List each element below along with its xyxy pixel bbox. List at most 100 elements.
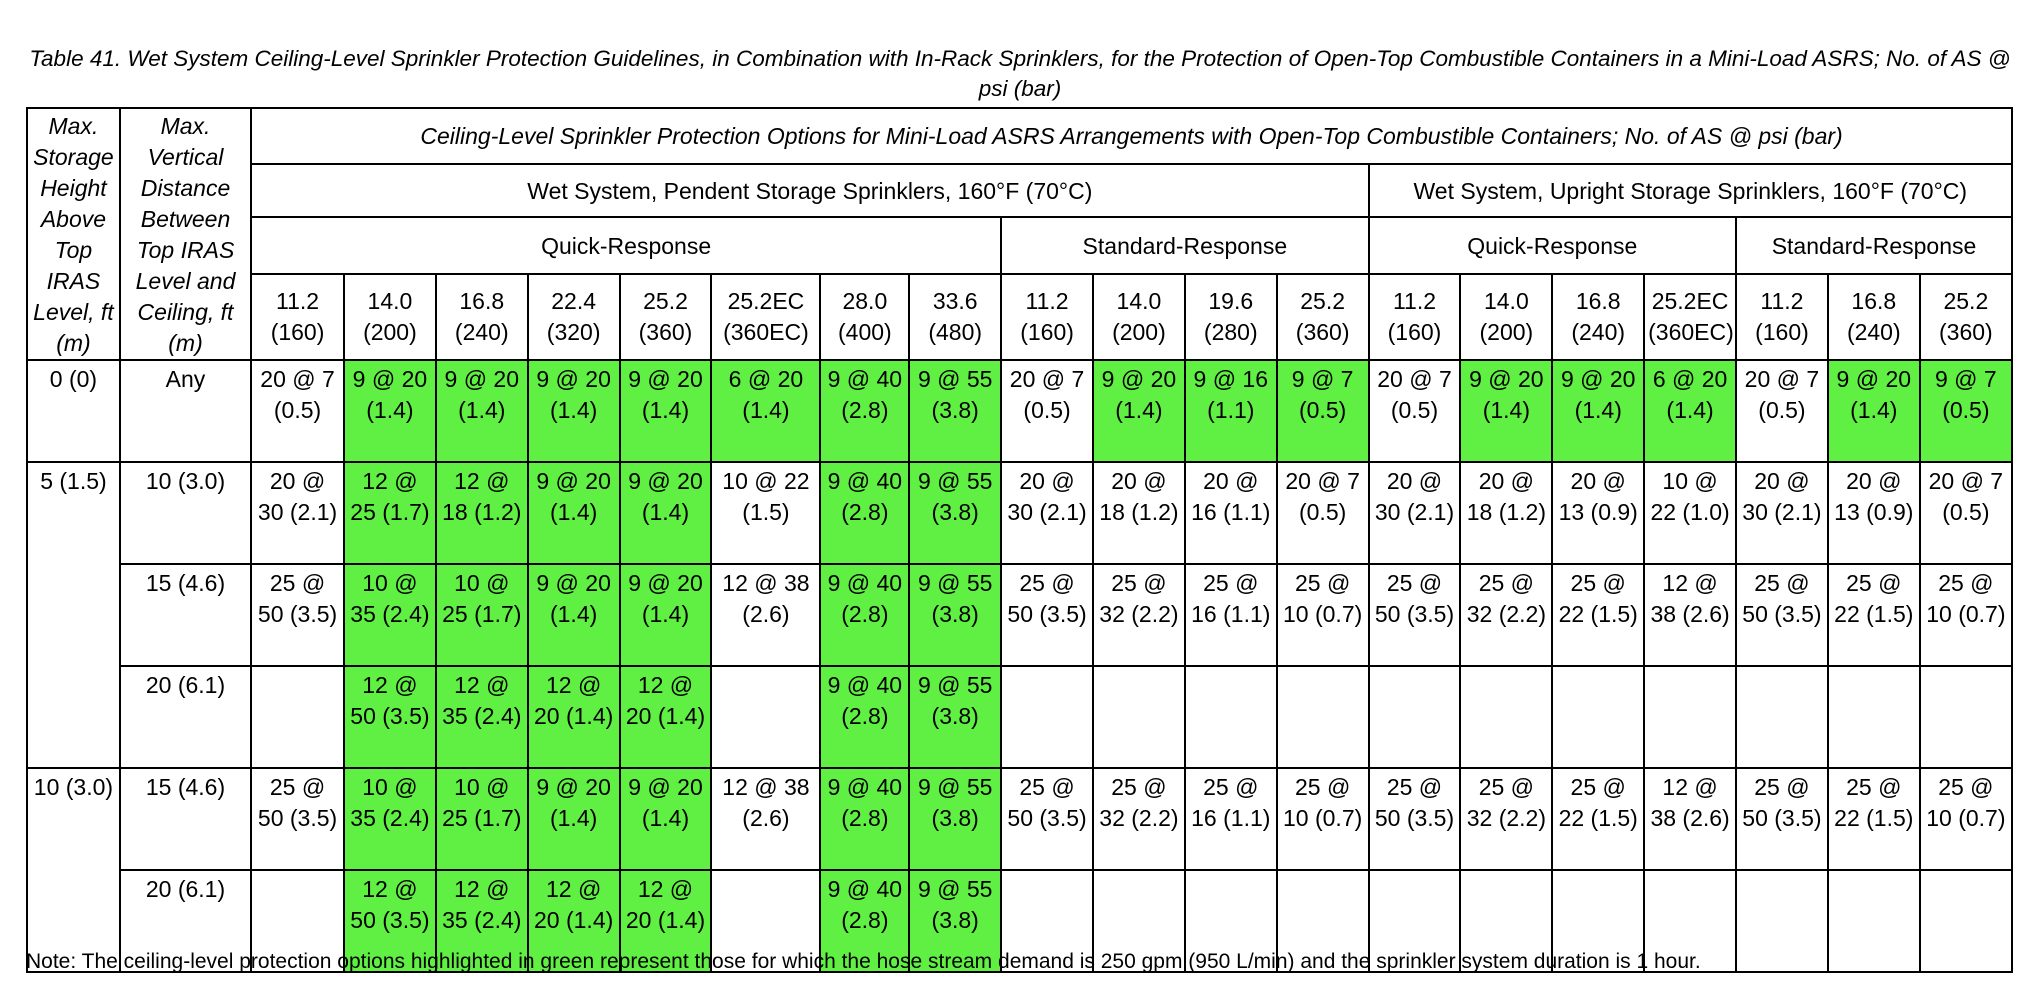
protection-cell: 25 @ 50 (3.5) bbox=[1367, 767, 1462, 871]
k-factor-header: 25.2 (360) bbox=[618, 273, 713, 361]
protection-cell-highlighted: 9 @ 40 (2.8) bbox=[819, 869, 911, 973]
protection-cell: 25 @ 16 (1.1) bbox=[1183, 563, 1278, 667]
table-row: 20 (6.1) 12 @ 50 (3.5) 12 @ 35 (2.4) 12 @ 2… bbox=[27, 665, 2014, 769]
protection-cell-highlighted: 9 @ 16 (1.1) bbox=[1183, 359, 1278, 463]
protection-cell-highlighted: 9 @ 55 (3.8) bbox=[908, 869, 1003, 973]
vertical-distance-cell: 10 (3.0) bbox=[118, 461, 253, 565]
header-ceiling-options: Ceiling-Level Sprinkler Protection Optio… bbox=[250, 107, 2013, 165]
table-body: Max. Storage Height Above Top IRAS Level… bbox=[26, 107, 2014, 973]
k-factor-header: 11.2 (160) bbox=[1735, 273, 1829, 361]
k-factor-header: 28.0 (400) bbox=[819, 273, 911, 361]
protection-cell: 20 @ 7 (0.5) bbox=[1367, 359, 1462, 463]
protection-cell: 25 @ 22 (1.5) bbox=[1826, 563, 1921, 667]
protection-cell: 25 @ 16 (1.1) bbox=[1183, 767, 1278, 871]
protection-cell: 20 @ 30 (2.1) bbox=[1000, 461, 1094, 565]
protection-cell bbox=[1367, 869, 1462, 973]
protection-cell: 20 @ 13 (0.9) bbox=[1826, 461, 1921, 565]
protection-cell bbox=[1183, 869, 1278, 973]
protection-cell: 20 @ 7 (0.5) bbox=[1735, 359, 1829, 463]
protection-cell bbox=[1735, 869, 1829, 973]
vertical-distance-cell: 20 (6.1) bbox=[118, 665, 253, 769]
protection-cell-highlighted: 9 @ 20 (1.4) bbox=[526, 359, 621, 463]
k-factor-header: 14.0 (200) bbox=[342, 273, 437, 361]
protection-cell-highlighted: 9 @ 20 (1.4) bbox=[1459, 359, 1554, 463]
header-pendent-quick-response: Quick-Response bbox=[250, 216, 1003, 275]
protection-cell: 20 @ 7 (0.5) bbox=[1918, 461, 2014, 565]
header-row-ceiling: Max. Storage Height Above Top IRAS Level… bbox=[26, 107, 2013, 361]
protection-cell-highlighted: 9 @ 40 (2.8) bbox=[819, 665, 911, 769]
protection-cell bbox=[1826, 665, 1921, 769]
protection-cell bbox=[710, 869, 822, 973]
protection-cell bbox=[1275, 869, 1370, 973]
vertical-distance-cell: 20 (6.1) bbox=[118, 869, 253, 973]
protection-cell-highlighted: 10 @ 25 (1.7) bbox=[434, 563, 529, 667]
k-factor-header: 11.2 (160) bbox=[1000, 273, 1094, 361]
protection-cell: 25 @ 22 (1.5) bbox=[1826, 767, 1921, 871]
protection-cell-highlighted: 9 @ 20 (1.4) bbox=[618, 767, 713, 871]
protection-cell bbox=[1367, 665, 1462, 769]
protection-cell bbox=[1826, 869, 1921, 973]
protection-cell bbox=[1459, 869, 1554, 973]
protection-cell-highlighted: 9 @ 40 (2.8) bbox=[819, 461, 911, 565]
k-factor-header: 16.8 (240) bbox=[1551, 273, 1646, 361]
k-factor-header: 22.4 (320) bbox=[526, 273, 621, 361]
protection-cell: 25 @ 10 (0.7) bbox=[1918, 563, 2014, 667]
k-factor-header: 19.6 (280) bbox=[1183, 273, 1278, 361]
protection-cell: 25 @ 22 (1.5) bbox=[1551, 563, 1646, 667]
protection-cell-highlighted: 12 @ 20 (1.4) bbox=[618, 665, 713, 769]
protection-cell bbox=[1091, 869, 1186, 973]
k-factor-header: 11.2 (160) bbox=[250, 273, 345, 361]
protection-cell-highlighted: 6 @ 20 (1.4) bbox=[710, 359, 822, 463]
header-row-system: Wet System, Pendent Storage Sprinklers, … bbox=[27, 163, 2014, 218]
protection-cell: 25 @ 22 (1.5) bbox=[1551, 767, 1646, 871]
protection-cell-highlighted: 9 @ 40 (2.8) bbox=[819, 767, 911, 871]
protection-cell: 20 @ 7 (0.5) bbox=[250, 359, 345, 463]
header-upright-standard-response: Standard-Response bbox=[1735, 216, 2013, 275]
protection-cell: 12 @ 38 (2.6) bbox=[1643, 563, 1737, 667]
protection-cell bbox=[1643, 869, 1737, 973]
protection-cell bbox=[1918, 665, 2014, 769]
protection-cell bbox=[1459, 665, 1554, 769]
protection-cell-highlighted: 9 @ 55 (3.8) bbox=[908, 359, 1003, 463]
protection-cell: 25 @ 10 (0.7) bbox=[1918, 767, 2014, 871]
protection-cell: 25 @ 10 (0.7) bbox=[1275, 767, 1370, 871]
header-pendent-standard-response: Standard-Response bbox=[1000, 216, 1370, 275]
protection-cell-highlighted: 9 @ 7 (0.5) bbox=[1918, 359, 2014, 463]
protection-cell-highlighted: 9 @ 20 (1.4) bbox=[434, 359, 529, 463]
protection-cell-highlighted: 9 @ 7 (0.5) bbox=[1275, 359, 1370, 463]
protection-cell-highlighted: 12 @ 18 (1.2) bbox=[434, 461, 529, 565]
protection-cell-highlighted: 9 @ 20 (1.4) bbox=[618, 461, 713, 565]
protection-cell-highlighted: 9 @ 20 (1.4) bbox=[1826, 359, 1921, 463]
k-factor-header: 33.6 (480) bbox=[908, 273, 1003, 361]
vertical-distance-cell: 15 (4.6) bbox=[118, 767, 253, 871]
k-factor-header: 25.2 (360) bbox=[1275, 273, 1370, 361]
storage-height-cell: 10 (3.0) bbox=[26, 767, 121, 973]
protection-cell: 25 @ 32 (2.2) bbox=[1459, 767, 1554, 871]
protection-cell-highlighted: 10 @ 25 (1.7) bbox=[434, 767, 529, 871]
header-row-response: Quick-Response Standard-Response Quick-R… bbox=[27, 216, 2013, 275]
protection-cell-highlighted: 12 @ 50 (3.5) bbox=[342, 869, 437, 973]
protection-cell: 20 @ 7 (0.5) bbox=[1000, 359, 1094, 463]
protection-cell: 25 @ 50 (3.5) bbox=[250, 563, 345, 667]
k-factor-header: 25.2 (360) bbox=[1918, 273, 2014, 361]
protection-cell: 12 @ 38 (2.6) bbox=[710, 563, 822, 667]
k-factor-header: 16.8 (240) bbox=[434, 273, 529, 361]
protection-cell: 25 @ 50 (3.5) bbox=[1735, 767, 1829, 871]
protection-cell-highlighted: 9 @ 20 (1.4) bbox=[526, 563, 621, 667]
protection-cell-highlighted: 12 @ 25 (1.7) bbox=[342, 461, 437, 565]
protection-cell-highlighted: 9 @ 20 (1.4) bbox=[618, 563, 713, 667]
table-row: 0 (0) Any 20 @ 7 (0.5) 9 @ 20 (1.4) 9 @ 20 (… bbox=[26, 359, 2014, 463]
protection-cell: 25 @ 50 (3.5) bbox=[1000, 767, 1094, 871]
protection-cell-highlighted: 9 @ 20 (1.4) bbox=[526, 461, 621, 565]
protection-guidelines-table: Max. Storage Height Above Top IRAS Level… bbox=[26, 107, 2014, 973]
protection-cell-highlighted: 10 @ 35 (2.4) bbox=[342, 767, 437, 871]
protection-cell: 20 @ 16 (1.1) bbox=[1183, 461, 1278, 565]
header-upright-sprinklers: Wet System, Upright Storage Sprinklers, … bbox=[1367, 163, 2014, 218]
protection-cell bbox=[710, 665, 822, 769]
protection-cell-highlighted: 12 @ 20 (1.4) bbox=[526, 869, 621, 973]
protection-cell: 20 @ 18 (1.2) bbox=[1459, 461, 1554, 565]
protection-cell-highlighted: 9 @ 20 (1.4) bbox=[1551, 359, 1646, 463]
k-factor-header: 14.0 (200) bbox=[1459, 273, 1554, 361]
protection-cell: 20 @ 30 (2.1) bbox=[250, 461, 345, 565]
protection-cell bbox=[1918, 869, 2014, 973]
